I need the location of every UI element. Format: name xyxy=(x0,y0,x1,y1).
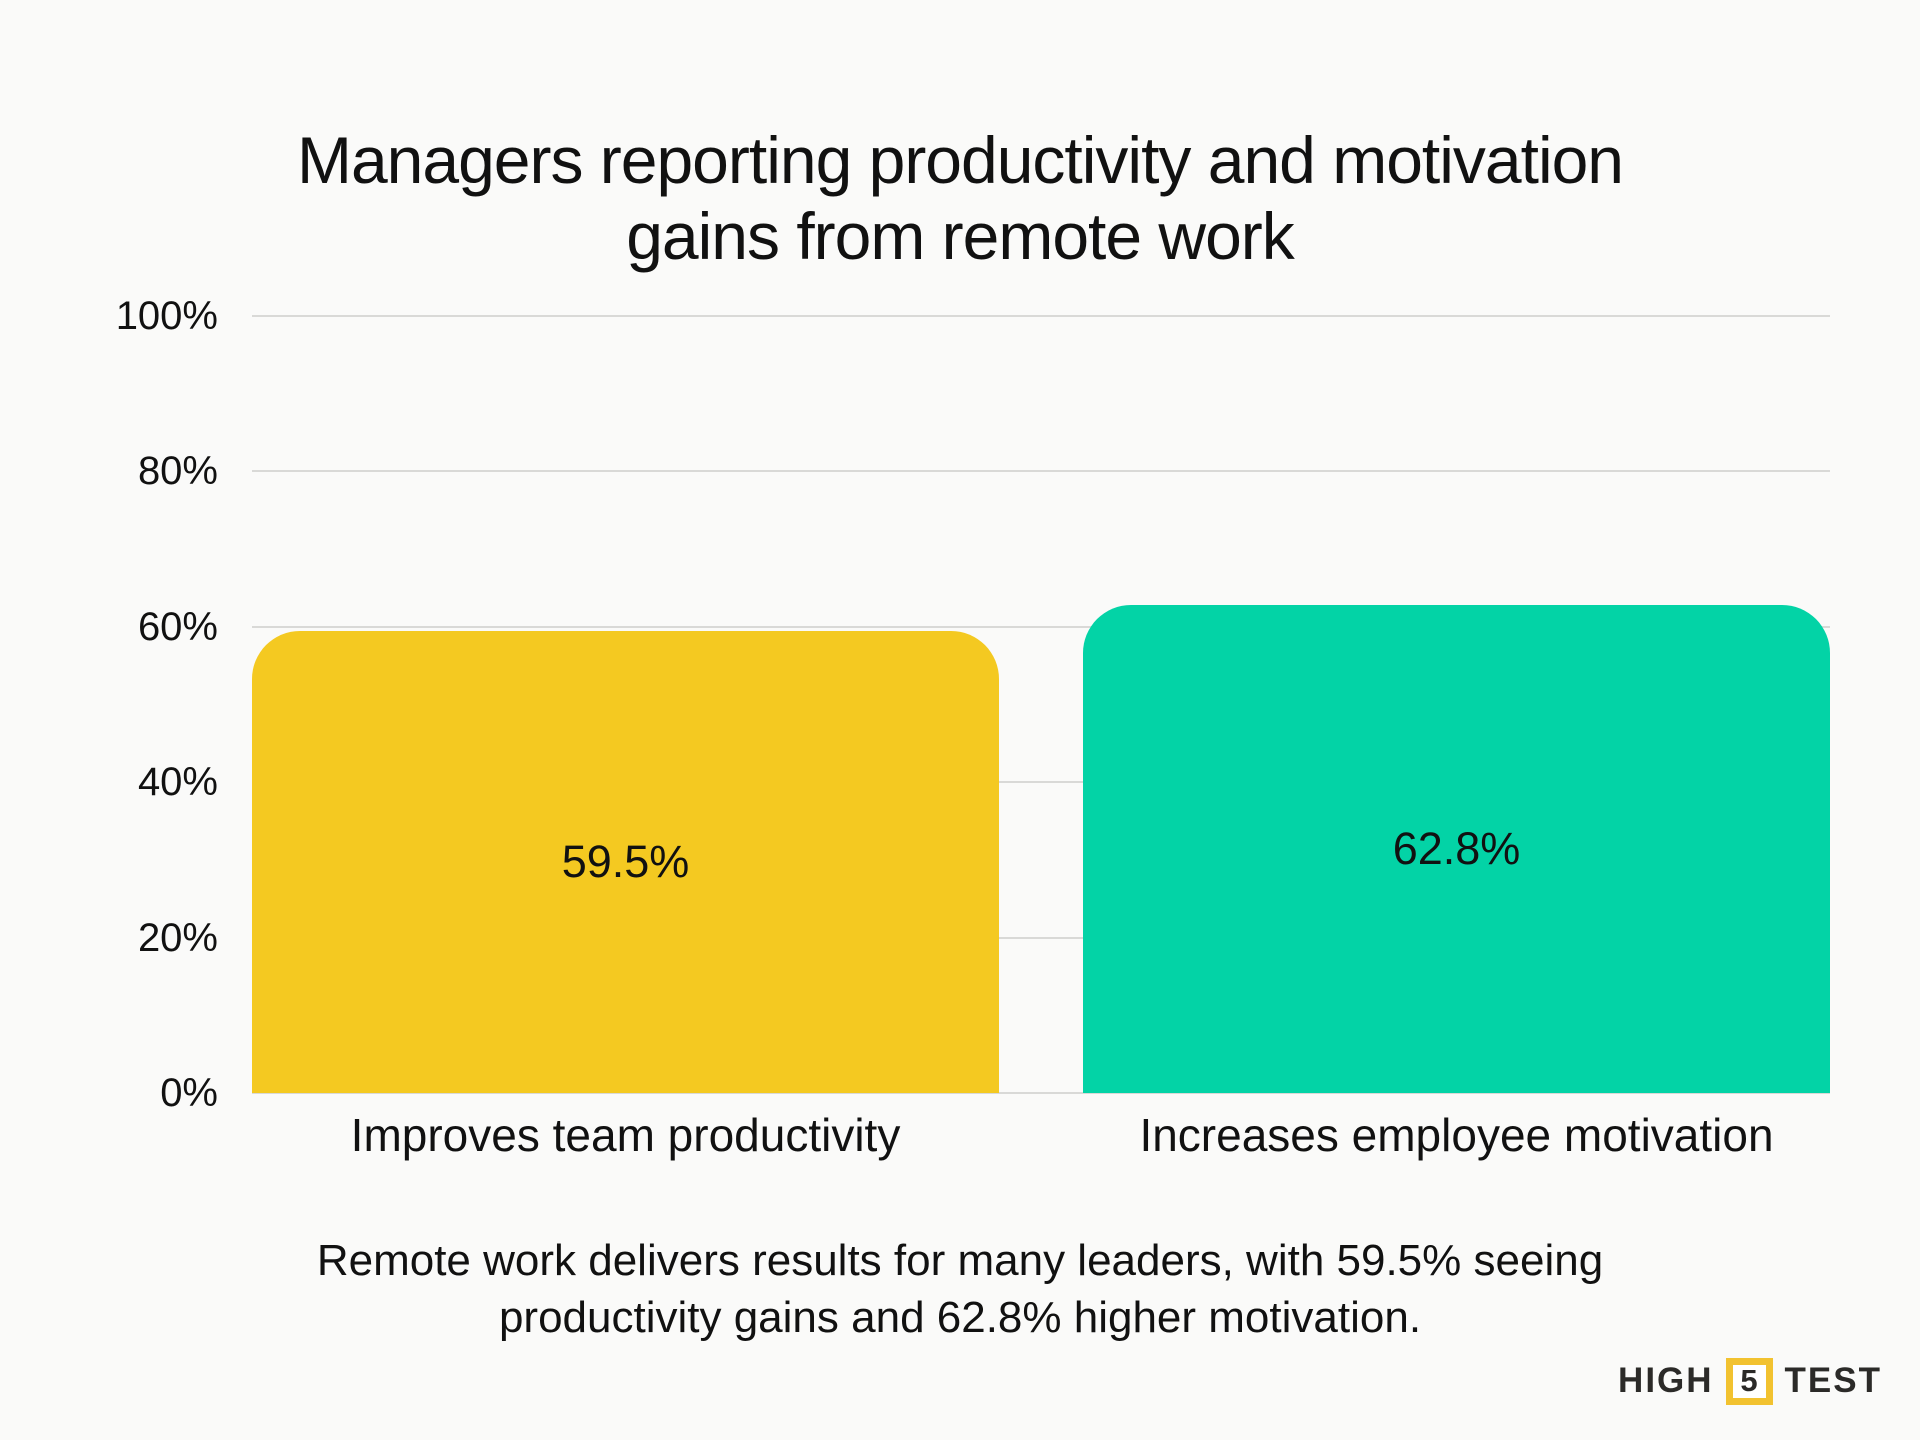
chart-title-line-1: Managers reporting productivity and moti… xyxy=(296,123,1624,198)
y-axis-tick-80: 80% xyxy=(137,449,218,494)
gridline-60 xyxy=(252,625,1830,628)
high5test-logo: HIGH 5 TEST xyxy=(1618,1356,1882,1406)
logo-text-test: TEST xyxy=(1784,1361,1882,1400)
bar-value-label-0: 59.5% xyxy=(561,835,690,887)
gridline-80 xyxy=(252,470,1830,473)
gridline-20 xyxy=(252,936,1830,939)
y-axis-tick-100: 100% xyxy=(115,294,218,338)
logo-text-high: HIGH xyxy=(1618,1361,1714,1400)
plot-area: 0% 20% 40% 60% 80% 100% 59.5% Improves team pro… xyxy=(116,296,1830,1161)
chart-title: Managers reporting productivity and moti… xyxy=(0,122,1920,274)
chart-caption: Remote work delivers results for many le… xyxy=(0,1232,1920,1346)
y-axis-tick-60: 60% xyxy=(137,604,218,649)
gridline-100 xyxy=(252,315,1830,317)
bar-increases-employee-motivation: 62.8% xyxy=(1083,605,1830,1093)
chart-caption-line-1: Remote work delivers results for many le… xyxy=(316,1236,1604,1285)
bar-value-label-1: 62.8% xyxy=(1392,823,1521,875)
bar-improves-team-productivity: 59.5% xyxy=(252,630,999,1093)
y-axis-tick-20: 20% xyxy=(137,915,218,960)
y-axis-tick-0: 0% xyxy=(160,1071,218,1115)
gridline-40 xyxy=(252,781,1830,784)
logo-five-square: 5 xyxy=(1725,1357,1773,1405)
category-label-0: Improves team productivity xyxy=(350,1109,901,1161)
chart-title-line-2: gains from remote work xyxy=(626,199,1295,274)
chart-caption-line-2: productivity gains and 62.8% higher moti… xyxy=(498,1293,1422,1342)
category-label-1: Increases employee motivation xyxy=(1139,1109,1774,1161)
y-axis-tick-40: 40% xyxy=(137,760,218,805)
gridline-0 xyxy=(252,1092,1830,1094)
